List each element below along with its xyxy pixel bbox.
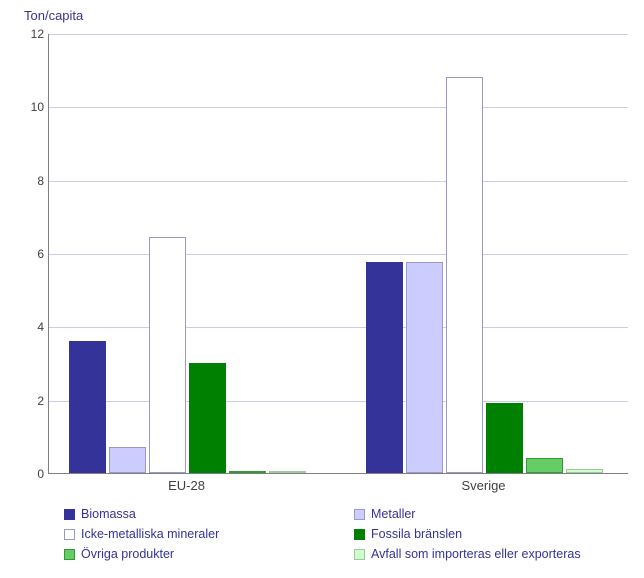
bar — [526, 458, 563, 473]
bar — [189, 363, 226, 473]
bar — [406, 262, 443, 473]
legend-swatch — [354, 509, 365, 520]
gridline — [49, 254, 628, 255]
y-axis-title: Ton/capita — [24, 8, 83, 23]
bar — [269, 471, 306, 473]
y-tick-label: 10 — [8, 100, 44, 114]
legend-swatch — [64, 529, 75, 540]
bar — [149, 237, 186, 474]
legend-label: Biomassa — [81, 507, 136, 521]
y-tick-label: 12 — [8, 27, 44, 41]
legend: Biomassa Metaller Icke-metalliska minerale… — [48, 504, 628, 564]
legend-label: Fossila bränslen — [371, 527, 462, 541]
legend-label: Metaller — [371, 507, 415, 521]
legend-swatch — [354, 549, 365, 560]
legend-item: Metaller — [338, 504, 628, 524]
gridline — [49, 181, 628, 182]
legend-item: Icke-metalliska mineraler — [48, 524, 338, 544]
bar — [366, 262, 403, 473]
x-category-label: Sverige — [461, 478, 505, 493]
legend-swatch — [64, 509, 75, 520]
bar — [229, 471, 266, 473]
chart-root: Ton/capita 0 2 4 6 8 10 12 EU-28 Sverige Biomas… — [0, 0, 644, 578]
gridline — [49, 107, 628, 108]
plot-area — [48, 34, 628, 474]
legend-label: Icke-metalliska mineraler — [81, 527, 219, 541]
legend-item: Biomassa — [48, 504, 338, 524]
bar — [109, 447, 146, 473]
legend-swatch — [64, 549, 75, 560]
legend-swatch — [354, 529, 365, 540]
x-category-label: EU-28 — [168, 478, 205, 493]
gridline — [49, 327, 628, 328]
gridline — [49, 401, 628, 402]
legend-item: Avfall som importeras eller exporteras — [338, 544, 628, 564]
legend-label: Avfall som importeras eller exporteras — [371, 547, 581, 561]
gridline — [49, 34, 628, 35]
legend-item: Övriga produkter — [48, 544, 338, 564]
legend-item: Fossila bränslen — [338, 524, 628, 544]
bar — [486, 403, 523, 473]
legend-label: Övriga produkter — [81, 547, 174, 561]
y-tick-label: 4 — [8, 320, 44, 334]
bar — [69, 341, 106, 473]
y-tick-label: 6 — [8, 247, 44, 261]
bar — [566, 469, 603, 473]
y-tick-label: 2 — [8, 394, 44, 408]
y-tick-label: 8 — [8, 174, 44, 188]
bar — [446, 77, 483, 473]
y-tick-label: 0 — [8, 467, 44, 481]
